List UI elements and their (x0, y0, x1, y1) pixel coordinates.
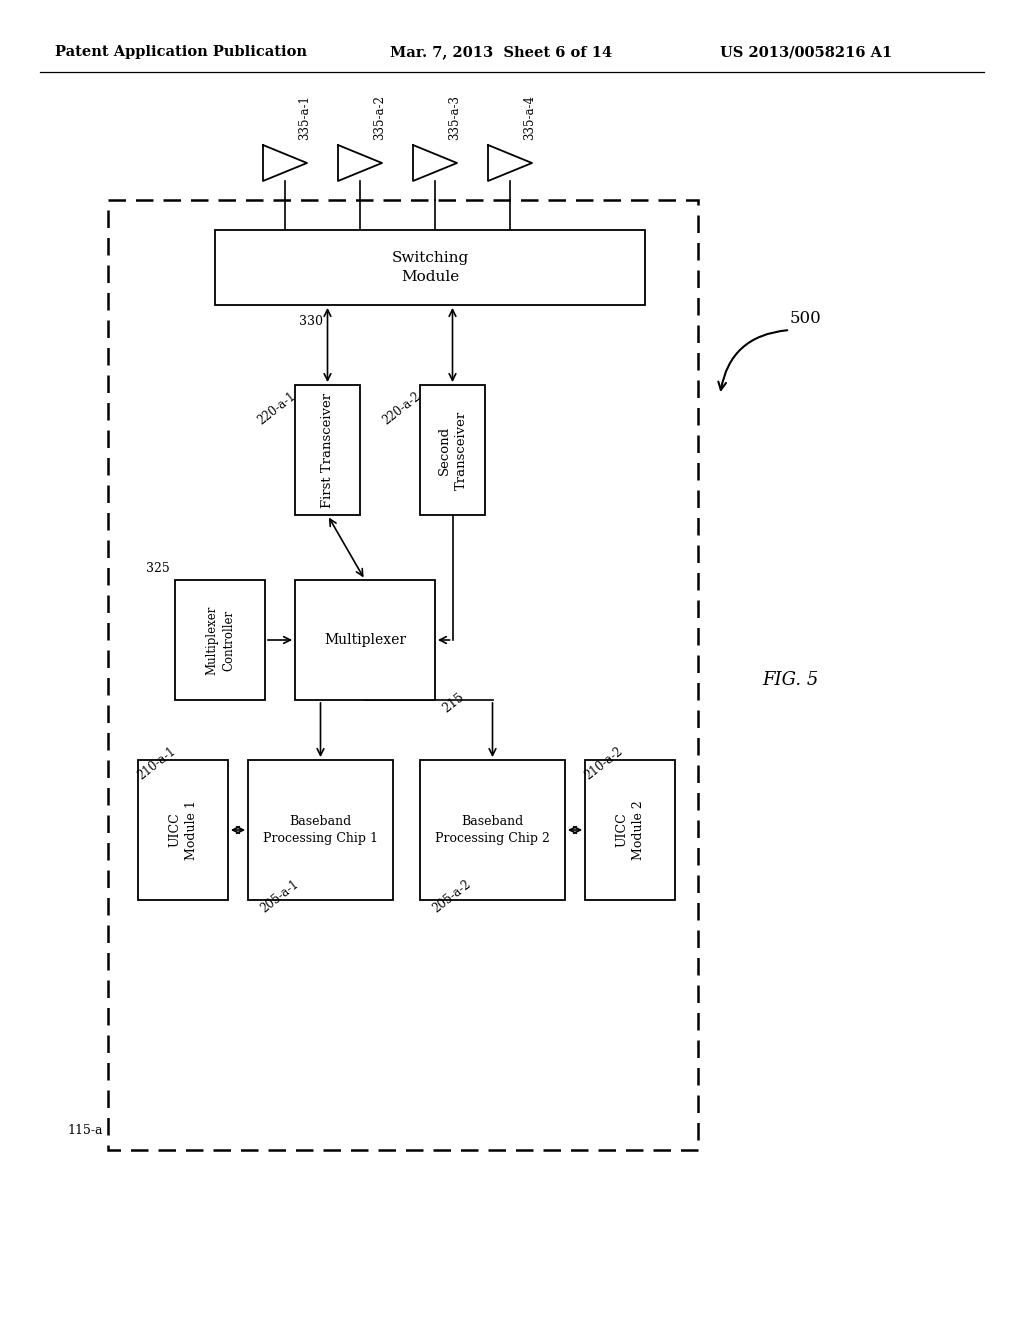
Text: First Transceiver: First Transceiver (321, 392, 334, 508)
Text: UICC
Module 2: UICC Module 2 (615, 800, 645, 859)
Text: FIG. 5: FIG. 5 (762, 671, 818, 689)
Text: Patent Application Publication: Patent Application Publication (55, 45, 307, 59)
Text: Mar. 7, 2013  Sheet 6 of 14: Mar. 7, 2013 Sheet 6 of 14 (390, 45, 612, 59)
Text: 220-a-2: 220-a-2 (380, 389, 423, 428)
Bar (248, 760, 393, 900)
Text: 325: 325 (146, 562, 170, 576)
Polygon shape (488, 145, 532, 181)
Bar (420, 760, 565, 900)
Bar (295, 579, 435, 700)
Text: Multiplexer
Controller: Multiplexer Controller (205, 606, 234, 675)
Text: 335-a-4: 335-a-4 (523, 95, 536, 140)
Text: 115-a: 115-a (68, 1123, 103, 1137)
Bar (295, 385, 360, 515)
Text: 335-a-1: 335-a-1 (298, 95, 311, 140)
Text: 210-a-1: 210-a-1 (135, 744, 178, 783)
Text: 335-a-3: 335-a-3 (449, 95, 461, 140)
Text: 335-a-2: 335-a-2 (373, 95, 386, 140)
Text: 205-a-1: 205-a-1 (258, 878, 301, 915)
Text: Baseband
Processing Chip 2: Baseband Processing Chip 2 (435, 814, 550, 845)
Text: US 2013/0058216 A1: US 2013/0058216 A1 (720, 45, 892, 59)
Text: 330: 330 (299, 315, 323, 327)
Text: 210-a-2: 210-a-2 (582, 744, 625, 783)
Polygon shape (413, 145, 457, 181)
Text: UICC
Module 1: UICC Module 1 (168, 800, 198, 859)
Text: 500: 500 (790, 310, 821, 327)
Text: Baseband
Processing Chip 1: Baseband Processing Chip 1 (263, 814, 378, 845)
Text: 220-a-1: 220-a-1 (255, 389, 298, 428)
Bar (175, 579, 265, 700)
Bar (420, 385, 485, 515)
Text: Switching
Module: Switching Module (391, 251, 469, 284)
Text: 205-a-2: 205-a-2 (430, 878, 473, 915)
Bar (215, 230, 645, 305)
Bar (108, 201, 698, 1150)
Text: Second
Transceiver: Second Transceiver (437, 411, 468, 490)
Text: 215: 215 (440, 690, 467, 715)
Bar (138, 760, 228, 900)
Polygon shape (338, 145, 382, 181)
Text: Multiplexer: Multiplexer (324, 634, 407, 647)
Bar (585, 760, 675, 900)
Polygon shape (263, 145, 307, 181)
